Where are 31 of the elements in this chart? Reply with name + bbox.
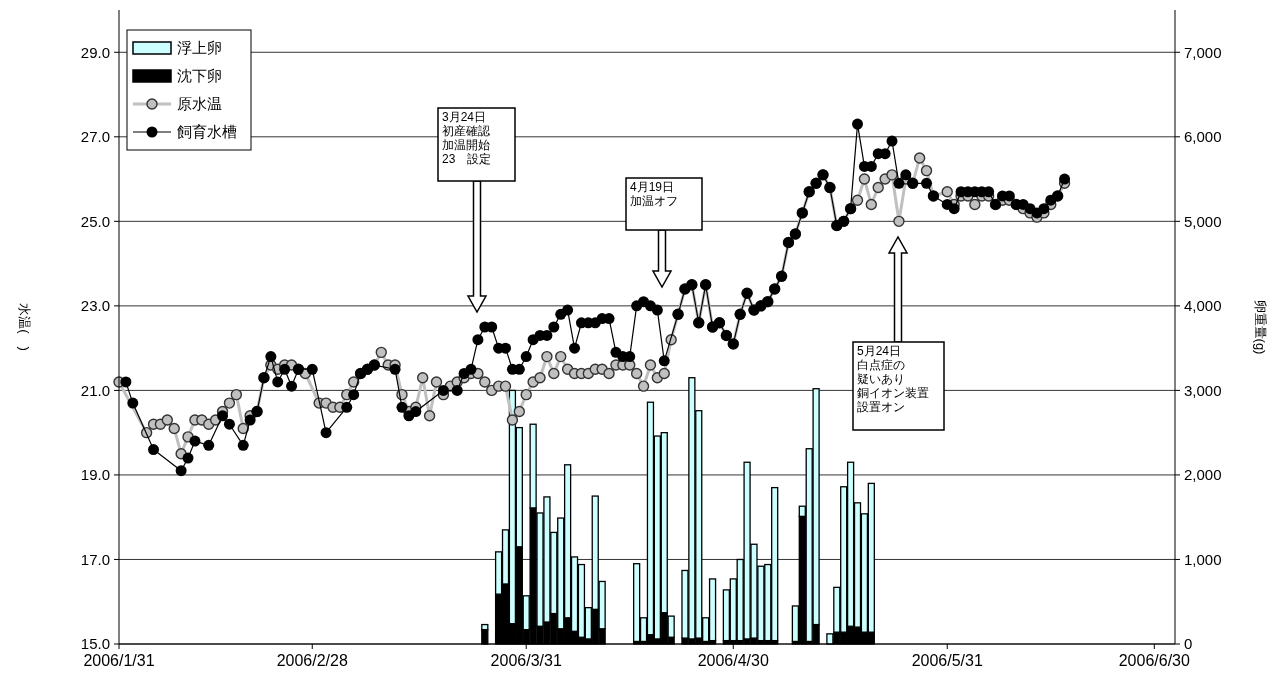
x-tick-label: 2006/1/31 [83, 652, 155, 669]
y-tick-label: 27.0 [80, 128, 110, 146]
legend-label: 沈下卵 [177, 67, 222, 85]
y2-tick-label: 7,000 [1184, 43, 1222, 61]
y2-tick-label: 3,000 [1184, 381, 1222, 399]
x-tick-label: 2006/3/31 [490, 652, 562, 669]
y-tick-label: 19.0 [80, 466, 110, 484]
y-tick-label: 17.0 [80, 550, 110, 568]
y-tick-label: 15.0 [80, 635, 110, 653]
y2-tick-label: 1,000 [1184, 550, 1222, 568]
x-tick-label: 2006/4/30 [697, 652, 769, 669]
y2-tick-label: 2,000 [1184, 466, 1222, 484]
y-tick-label: 29.0 [80, 43, 110, 61]
legend-label: 浮上卵 [177, 39, 222, 57]
y2-tick-label: 4,000 [1184, 297, 1222, 315]
y2-axis-title: 卵重量(g) [1253, 299, 1268, 355]
annotation: 3月24日初産確認加温開始23 設定 [442, 110, 492, 166]
x-tick-label: 2006/6/30 [1118, 652, 1190, 669]
legend-label: 飼育水槽 [177, 123, 237, 141]
y2-tick-label: 0 [1184, 635, 1193, 653]
y-tick-label: 23.0 [80, 297, 110, 315]
y-tick-label: 25.0 [80, 212, 110, 230]
y-tick-label: 21.0 [80, 381, 110, 399]
y2-tick-label: 6,000 [1184, 128, 1222, 146]
legend-label: 原水温 [177, 95, 222, 113]
x-tick-label: 2006/2/28 [276, 652, 348, 669]
y-axis-title: 水温( ) [17, 303, 32, 351]
annotation: 4月19日加温オフ [630, 180, 678, 208]
y2-tick-label: 5,000 [1184, 212, 1222, 230]
x-tick-label: 2006/5/31 [911, 652, 983, 669]
annotation: 5月24日白点症の疑いあり銅イオン装置設置オン [857, 344, 929, 414]
